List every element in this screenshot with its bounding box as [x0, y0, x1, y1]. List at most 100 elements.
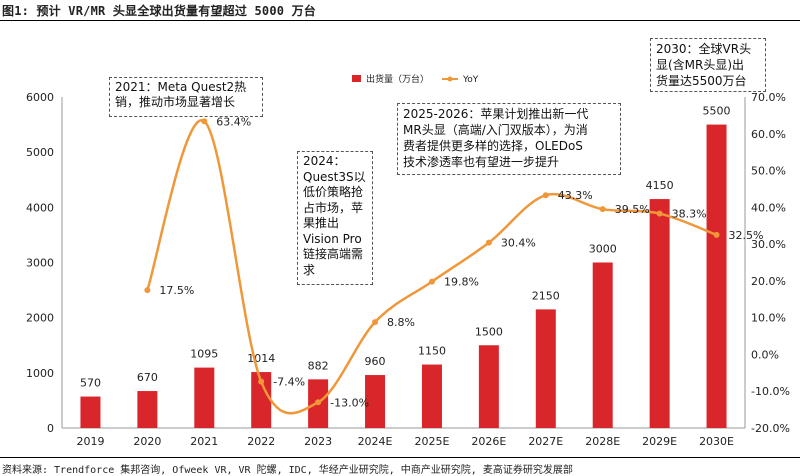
bar-value-label: 960: [365, 355, 386, 368]
annotation-line: 显(含MR头显)出: [656, 58, 745, 72]
legend-bar-swatch: [352, 75, 361, 82]
yoy-value-label: -7.4%: [273, 376, 305, 389]
yoy-value-label: 17.5%: [159, 284, 194, 297]
yoy-point: [428, 278, 435, 285]
bar: [535, 309, 556, 428]
y-left-tick-label: 0: [47, 422, 54, 435]
yoy-point: [713, 231, 720, 238]
bar-value-label: 3000: [589, 243, 617, 256]
bar: [137, 391, 158, 428]
annotation-line: 技术渗透率也有望进一步提升: [403, 155, 560, 169]
yoy-point: [656, 210, 663, 217]
y-left-tick-label: 4000: [26, 201, 54, 214]
bar-value-label: 570: [80, 377, 101, 390]
bar: [706, 124, 727, 428]
annotation-line: 2025-2026：苹果计划推出新一代: [403, 107, 589, 121]
annotation-line: 低价策略抢: [303, 185, 364, 199]
bar-value-label: 2150: [532, 289, 560, 302]
bar-value-label: 882: [308, 359, 329, 372]
yoy-value-label: 30.4%: [501, 237, 536, 250]
annotation-line: 2030：全球VR头: [656, 42, 752, 56]
source-note: 资料来源: Trendforce 集邦咨询, Ofweek VR, VR 陀螺,…: [2, 465, 573, 476]
bar-value-label: 670: [137, 371, 158, 384]
yoy-value-label: 38.3%: [672, 208, 707, 221]
annotation-line: 链接高端需: [303, 247, 364, 261]
annotation-line: 求: [303, 262, 316, 277]
legend-bar-label: 出货量（万台）: [366, 73, 429, 85]
y-right-tick-label: -10.0%: [751, 385, 790, 398]
bar: [478, 345, 499, 428]
x-tick-label: 2028E: [585, 435, 620, 448]
yoy-value-label: 39.5%: [615, 203, 650, 216]
y-right-tick-label: 60.0%: [751, 128, 786, 141]
x-tick-label: 2027E: [528, 435, 563, 448]
legend-line-label: YoY: [462, 75, 479, 85]
annotation-line: 果推出: [303, 216, 340, 230]
bar: [80, 396, 101, 428]
y-left-tick-label: 1000: [26, 367, 54, 380]
x-tick-label: 2024E: [358, 435, 393, 448]
yoy-point: [599, 206, 606, 213]
annotation-line: 2021：Meta Quest2热: [115, 80, 247, 94]
title-rule: [0, 20, 800, 21]
x-tick-label: 2022: [247, 435, 275, 448]
bar-value-label: 5500: [703, 105, 731, 118]
yoy-value-label: 8.8%: [387, 316, 415, 329]
figure-title: 图1: 预计 VR/MR 头显全球出货量有望超过 5000 万台: [2, 4, 316, 18]
bar: [649, 199, 670, 428]
bar: [421, 364, 442, 428]
bar-value-label: 1095: [190, 348, 218, 361]
bar-value-label: 1150: [418, 345, 446, 358]
annotation-line: Quest3S以: [303, 169, 366, 184]
y-right-tick-label: 70.0%: [751, 91, 786, 104]
yoy-value-label: -13.0%: [330, 396, 369, 409]
annotation-2024: 2024： Quest3S以 低价策略抢 占市场，苹 果推出 Vision Pr…: [297, 151, 373, 285]
annotation-line: 占市场，苹: [303, 200, 364, 215]
y-left-tick-label: 5000: [26, 146, 54, 159]
source-rule: [0, 457, 800, 458]
bar-value-label: 1500: [475, 325, 503, 338]
yoy-point: [485, 239, 492, 246]
x-tick-label: 2021: [190, 435, 218, 448]
x-tick-label: 2023: [304, 435, 332, 448]
y-right-tick-label: 50.0%: [751, 165, 786, 178]
legend-line-marker: [447, 76, 453, 82]
annotation-line: 2024：: [303, 154, 346, 168]
yoy-value-label: 43.3%: [558, 189, 593, 202]
annotation-2025-2026: 2025-2026：苹果计划推出新一代 MR头显（高端/入门双版本），为消 费者…: [397, 103, 621, 175]
x-tick-label: 2029E: [642, 435, 677, 448]
bar: [365, 375, 386, 428]
x-tick-label: 2030E: [699, 435, 734, 448]
bar: [194, 367, 215, 428]
annotation-line: Vision Pro: [303, 231, 362, 246]
y-right-tick-label: 0.0%: [751, 348, 779, 361]
yoy-point: [315, 399, 322, 406]
annotation-2021: 2021：Meta Quest2热 销，推动市场显著增长: [109, 77, 263, 117]
annotation-line: 费者提供更多样的选择，OLEDoS: [403, 139, 583, 153]
y-left-tick-label: 6000: [26, 91, 54, 104]
x-tick-label: 2025E: [414, 435, 449, 448]
yoy-point: [372, 319, 379, 326]
yoy-point: [542, 192, 549, 199]
bar-value-label: 1014: [247, 352, 275, 365]
yoy-value-label: 63.4%: [216, 115, 251, 128]
y-left-tick-label: 3000: [26, 257, 54, 270]
yoy-value-label: 19.8%: [444, 276, 479, 289]
yoy-value-label: 32.5%: [729, 229, 764, 242]
annotation-2030: 2030：全球VR头 显(含MR头显)出 货量达5500万台: [650, 38, 766, 92]
x-tick-label: 2026E: [471, 435, 506, 448]
yoy-point: [201, 118, 208, 125]
bar: [251, 372, 272, 428]
y-right-tick-label: 10.0%: [751, 312, 786, 325]
x-tick-label: 2019: [76, 435, 104, 448]
y-left-tick-label: 2000: [26, 312, 54, 325]
bar: [592, 262, 613, 428]
bar-value-label: 4150: [646, 179, 674, 192]
annotation-line: MR头显（高端/入门双版本），为消: [403, 123, 588, 137]
annotation-line: 货量达5500万台: [656, 74, 747, 88]
yoy-point: [144, 287, 151, 294]
y-right-tick-label: 30.0%: [751, 238, 786, 251]
yoy-point: [258, 378, 265, 385]
annotation-line: 销，推动市场显著增长: [115, 95, 236, 109]
